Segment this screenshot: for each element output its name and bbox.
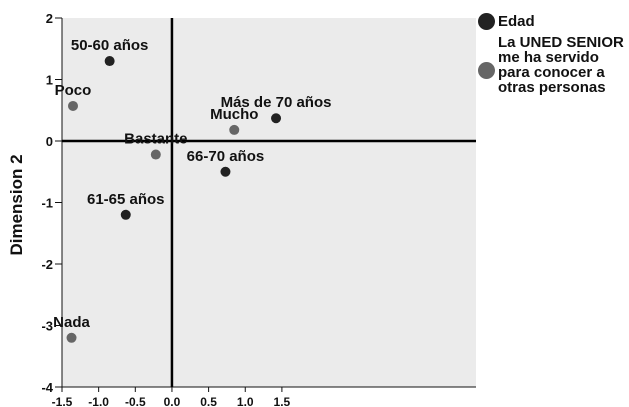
data-point-label: 50-60 años xyxy=(71,37,149,54)
legend-item-edad: Edad xyxy=(474,13,629,30)
data-point-label: Bastante xyxy=(124,131,187,148)
x-tick-label: 1.0 xyxy=(237,395,254,407)
x-tick-label: 1.5 xyxy=(274,395,291,407)
x-tick-label: 0.5 xyxy=(200,395,217,407)
data-point-label: Mucho xyxy=(210,106,258,123)
legend: Edad La UNED SENIOR me ha servido para c… xyxy=(474,13,629,101)
x-tick-label: -1.0 xyxy=(88,395,109,407)
data-point-label: Poco xyxy=(55,82,92,99)
x-tick-label: 0.0 xyxy=(164,395,181,407)
legend-marker-edad xyxy=(478,13,495,30)
data-point xyxy=(104,56,115,67)
y-tick-label: 2 xyxy=(46,11,53,26)
data-point xyxy=(66,332,77,343)
y-axis-label: Dimension 2 xyxy=(7,154,26,255)
y-tick-label: -2 xyxy=(41,257,53,272)
x-tick-label: -0.5 xyxy=(125,395,146,407)
data-point xyxy=(150,149,161,160)
data-point xyxy=(220,166,231,177)
data-point xyxy=(229,124,240,135)
legend-label-uned-senior: La UNED SENIOR me ha servido para conoce… xyxy=(498,34,624,96)
legend-item-uned-senior: La UNED SENIOR me ha servido para conoce… xyxy=(474,35,629,95)
data-point-label: Nada xyxy=(53,314,90,331)
data-point xyxy=(271,113,282,124)
points xyxy=(66,56,282,343)
legend-marker-uned-senior xyxy=(478,62,495,79)
y-tick-label: -4 xyxy=(41,380,53,395)
plot-area xyxy=(62,18,476,387)
y-tick-label: -1 xyxy=(41,196,53,211)
data-point xyxy=(67,100,78,111)
data-point xyxy=(120,209,131,220)
data-point-label: Más de 70 años xyxy=(221,94,332,111)
data-point-label: 66-70 años xyxy=(187,148,265,165)
y-tick-label: 0 xyxy=(46,134,53,149)
data-point-label: 61-65 años xyxy=(87,191,165,208)
y-tick-label: 1 xyxy=(46,73,53,88)
y-tick-label: -3 xyxy=(41,319,53,334)
point-labels: 50-60 años Más de 70 años 66-70 años 61-65 … xyxy=(53,37,331,331)
x-tick-label: -1.5 xyxy=(52,395,73,407)
axes: 2 1 0 -1 -2 -3 -4-1.5 -1.0 -0.5 0.0 0.5 1.0 1.5 xyxy=(41,11,476,407)
legend-label-edad: Edad xyxy=(498,13,535,30)
